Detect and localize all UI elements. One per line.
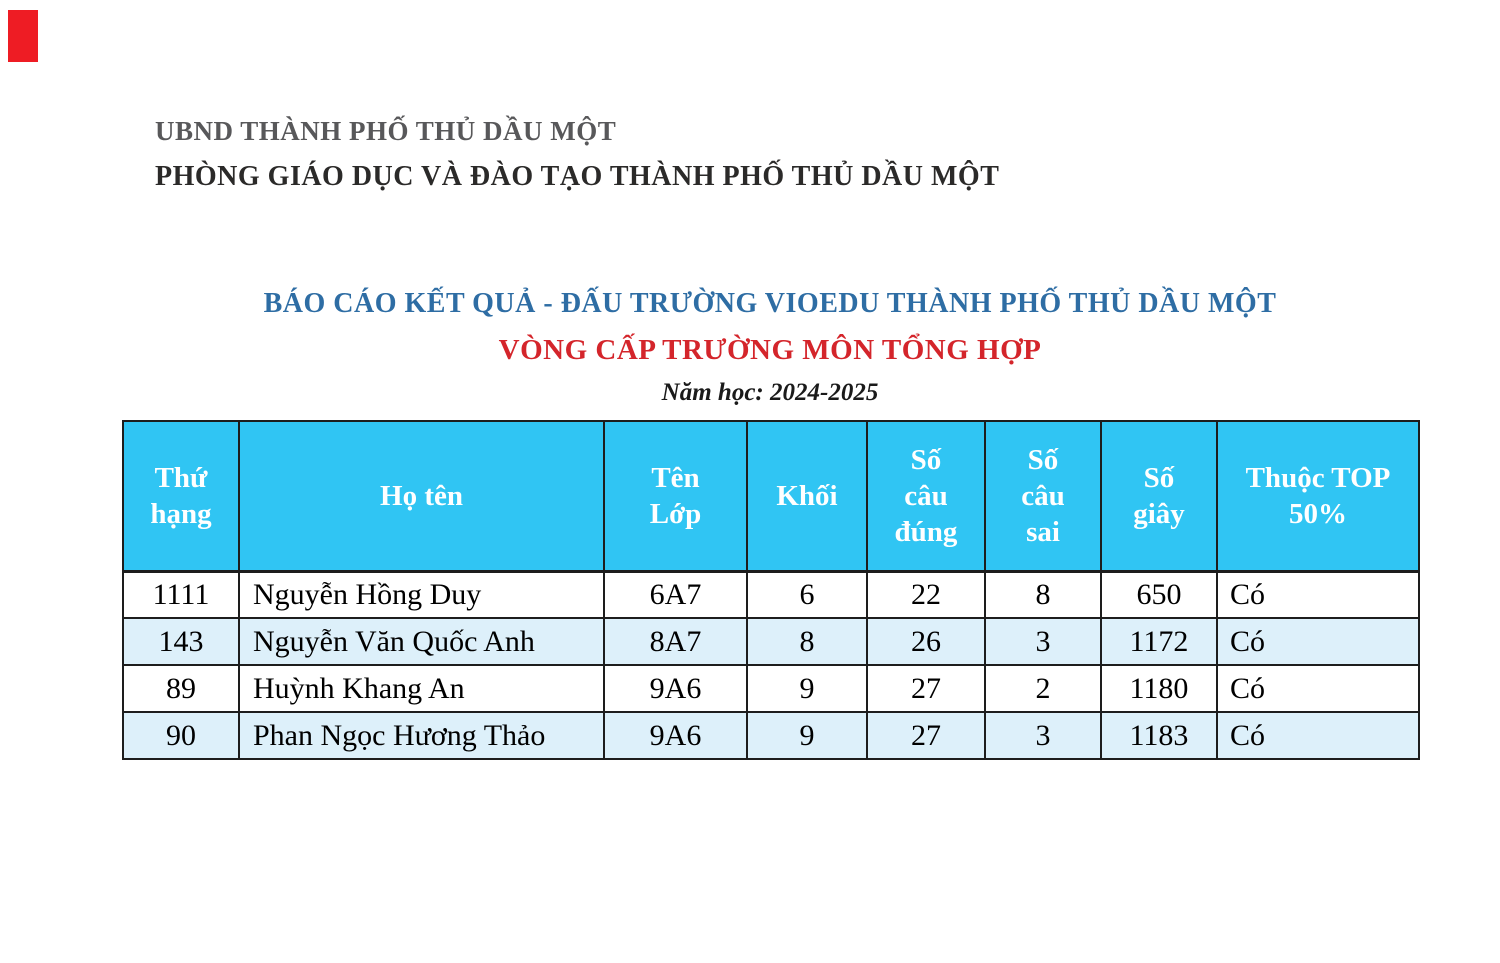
cell-wrong-count: 3 — [984, 617, 1102, 666]
cell-wrong-count: 2 — [984, 664, 1102, 713]
cell-grade: 9 — [746, 711, 868, 760]
cell-full-name: Phan Ngọc Hương Thảo — [238, 711, 605, 760]
org-header: UBND THÀNH PHỐ THỦ DẦU MỘT PHÒNG GIÁO DỤ… — [155, 116, 999, 193]
cell-top50: Có — [1216, 570, 1420, 619]
cell-grade: 8 — [746, 617, 868, 666]
org-name-line1: UBND THÀNH PHỐ THỦ DẦU MỘT — [155, 116, 617, 146]
report-title-block: BÁO CÁO KẾT QUẢ - ĐẤU TRƯỜNG VIOEDU THÀN… — [122, 288, 1418, 407]
cell-class-name: 9A6 — [603, 664, 748, 713]
cell-rank: 143 — [122, 617, 240, 666]
report-subtitle: VÒNG CẤP TRƯỜNG MÔN TỔNG HỢP — [498, 334, 1042, 366]
table-row: 89 Huỳnh Khang An 9A6 9 27 2 1180 Có — [122, 664, 1420, 713]
header-rank: Thứ hạng — [122, 420, 240, 573]
header-wrong-count: Số câu sai — [984, 420, 1102, 573]
table-row: 90 Phan Ngọc Hương Thảo 9A6 9 27 3 1183 … — [122, 711, 1420, 760]
school-year: Năm học: 2024-2025 — [661, 379, 879, 406]
cell-rank: 1111 — [122, 570, 240, 619]
cell-correct-count: 27 — [866, 711, 986, 760]
header-class-name: Tên Lớp — [603, 420, 748, 573]
results-table: Thứ hạng Họ tên Tên Lớp Khối Số câu đúng… — [122, 420, 1420, 760]
cell-correct-count: 22 — [866, 570, 986, 619]
header-seconds: Số giây — [1100, 420, 1218, 573]
cell-correct-count: 26 — [866, 617, 986, 666]
org-name-line2: PHÒNG GIÁO DỤC VÀ ĐÀO TẠO THÀNH PHỐ THỦ … — [155, 161, 1000, 192]
cell-class-name: 8A7 — [603, 617, 748, 666]
cell-full-name: Huỳnh Khang An — [238, 664, 605, 713]
cell-rank: 90 — [122, 711, 240, 760]
cell-seconds: 650 — [1100, 570, 1218, 619]
cell-top50: Có — [1216, 617, 1420, 666]
cell-rank: 89 — [122, 664, 240, 713]
cell-full-name: Nguyễn Hồng Duy — [238, 570, 605, 619]
table-row: 143 Nguyễn Văn Quốc Anh 8A7 8 26 3 1172 … — [122, 617, 1420, 666]
report-title: BÁO CÁO KẾT QUẢ - ĐẤU TRƯỜNG VIOEDU THÀN… — [263, 288, 1277, 319]
cell-wrong-count: 8 — [984, 570, 1102, 619]
cell-full-name: Nguyễn Văn Quốc Anh — [238, 617, 605, 666]
cell-correct-count: 27 — [866, 664, 986, 713]
header-correct-count: Số câu đúng — [866, 420, 986, 573]
cell-seconds: 1183 — [1100, 711, 1218, 760]
cell-top50: Có — [1216, 711, 1420, 760]
red-marker — [8, 10, 38, 62]
cell-class-name: 6A7 — [603, 570, 748, 619]
table-row: 1111 Nguyễn Hồng Duy 6A7 6 22 8 650 Có — [122, 570, 1420, 619]
table-header-row: Thứ hạng Họ tên Tên Lớp Khối Số câu đúng… — [122, 420, 1420, 573]
header-top50: Thuộc TOP 50% — [1216, 420, 1420, 573]
cell-seconds: 1180 — [1100, 664, 1218, 713]
cell-class-name: 9A6 — [603, 711, 748, 760]
header-grade: Khối — [746, 420, 868, 573]
cell-grade: 6 — [746, 570, 868, 619]
cell-top50: Có — [1216, 664, 1420, 713]
cell-seconds: 1172 — [1100, 617, 1218, 666]
cell-grade: 9 — [746, 664, 868, 713]
cell-wrong-count: 3 — [984, 711, 1102, 760]
header-full-name: Họ tên — [238, 420, 605, 573]
